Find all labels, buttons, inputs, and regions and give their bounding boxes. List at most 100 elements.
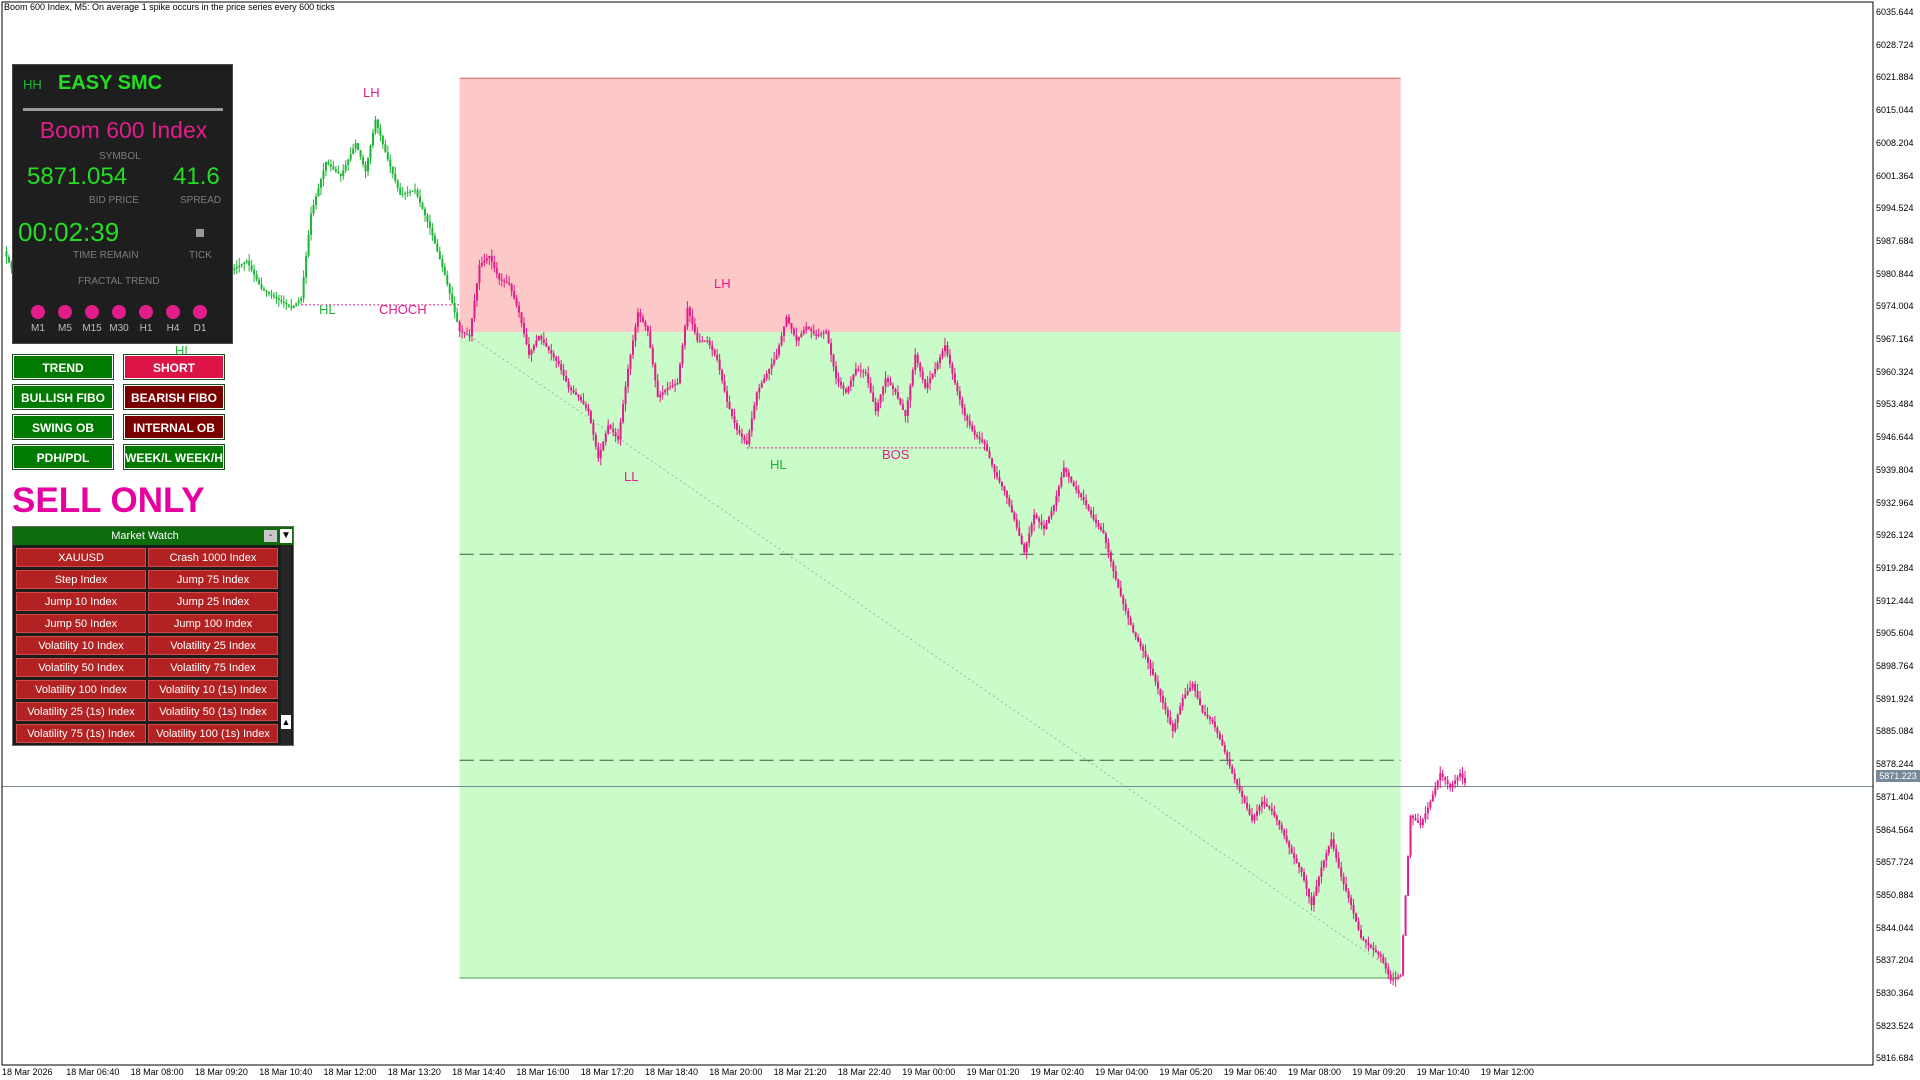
trend-trading-button[interactable]: TREND TRADING <box>12 354 114 399</box>
scroll-up-icon[interactable]: ▲ <box>281 715 291 729</box>
candle-body <box>904 410 907 416</box>
symbol-name: Boom 600 Index <box>39 117 208 143</box>
candle-body <box>1260 801 1263 807</box>
candle-body <box>1208 716 1211 720</box>
market-watch-symbol-button[interactable]: Step Index <box>16 570 146 589</box>
candle-body <box>654 364 657 381</box>
market-watch-symbol-button[interactable]: Jump 10 Index <box>16 592 146 611</box>
time-caption: TIME REMAIN <box>73 250 139 261</box>
market-watch-symbol-button[interactable]: Volatility 50 (1s) Index <box>148 702 278 721</box>
candle-body <box>1258 806 1261 812</box>
candle-body <box>842 385 845 389</box>
market-watch-symbol-button[interactable]: Volatility 75 (1s) Index <box>16 724 146 743</box>
candle-body <box>404 193 407 195</box>
candle-body <box>466 333 469 335</box>
market-watch-scrollbar[interactable] <box>281 545 291 745</box>
timeframe-label: M1 <box>31 323 45 334</box>
candle-body <box>795 334 798 341</box>
candle-body <box>1315 886 1318 896</box>
bearish-fibo-button[interactable]: BEARISH FIBO <box>123 384 225 410</box>
candle-body <box>1404 895 1407 936</box>
candle-body <box>921 371 924 380</box>
candle-body <box>310 213 313 235</box>
candle-body <box>1102 529 1105 534</box>
candle-body <box>926 382 929 388</box>
week-high-low-button[interactable]: WEEK/L WEEK/H <box>123 444 225 470</box>
market-watch-symbol-button[interactable]: Jump 25 Index <box>148 592 278 611</box>
candle-body <box>253 270 256 275</box>
candle-body <box>1154 674 1157 682</box>
candle-body <box>1449 783 1452 788</box>
candle-body <box>1166 709 1169 717</box>
candle-body <box>1305 880 1308 889</box>
candle-body <box>983 441 986 445</box>
short-trading-button[interactable]: SHORT TRADING <box>123 354 225 399</box>
market-watch-symbol-button[interactable]: Jump 100 Index <box>148 614 278 633</box>
candle-body <box>827 331 830 344</box>
market-watch-symbol-button[interactable]: Volatility 10 Index <box>16 636 146 655</box>
candle-body <box>1419 822 1422 826</box>
candle-body <box>676 382 679 385</box>
candle-body <box>1075 486 1078 490</box>
candle-body <box>614 432 617 436</box>
candle-body <box>406 192 409 194</box>
price-tick-label: 5878.244 <box>1876 759 1914 770</box>
candle-body <box>1246 802 1249 809</box>
candle-body <box>354 143 357 149</box>
candle-body <box>532 345 535 351</box>
candle-body <box>993 465 996 473</box>
candle-body <box>639 312 642 318</box>
market-watch-symbol-button[interactable]: Volatility 100 (1s) Index <box>148 724 278 743</box>
candle-body <box>807 326 810 329</box>
internal-ob-button[interactable]: INTERNAL OB <box>123 414 225 440</box>
timeframe-label: H1 <box>139 323 153 334</box>
candle-body <box>1194 684 1197 692</box>
candle-body <box>1226 752 1229 760</box>
candle-body <box>1062 467 1065 478</box>
time-tick-label: 19 Mar 02:40 <box>1030 1067 1084 1077</box>
price-tick-label: 5946.644 <box>1876 432 1914 443</box>
market-watch-symbol-button[interactable]: Volatility 75 Index <box>148 658 278 677</box>
candle-body <box>267 292 270 294</box>
candle-body <box>592 422 595 435</box>
candle-body <box>339 173 342 177</box>
candle-body <box>1459 773 1462 777</box>
candle-body <box>1411 815 1414 819</box>
price-tick-label: 5871.404 <box>1876 791 1914 802</box>
candle-body <box>1327 846 1330 854</box>
market-watch-symbol-button[interactable]: Volatility 10 (1s) Index <box>148 680 278 699</box>
swing-ob-button[interactable]: SWING OB <box>12 414 114 440</box>
candle-body <box>1203 712 1206 715</box>
candle-body <box>260 284 263 289</box>
minimize-button[interactable]: - <box>264 530 277 542</box>
candle-body <box>421 202 424 209</box>
candle-body <box>1161 695 1164 703</box>
dropdown-arrow-icon[interactable]: ▼ <box>280 529 292 543</box>
bullish-fibo-button[interactable]: BULLISH FIBO <box>12 384 114 410</box>
candle-body <box>770 364 773 369</box>
candle-body <box>1065 467 1068 473</box>
pdh-pdl-button[interactable]: PDH/PDL <box>12 444 114 470</box>
candle-body <box>1335 848 1338 859</box>
market-watch-symbol-button[interactable]: Volatility 50 Index <box>16 658 146 677</box>
market-watch-symbol-button[interactable]: Jump 50 Index <box>16 614 146 633</box>
candle-body <box>852 374 855 381</box>
candle-body <box>379 127 382 137</box>
candle-body <box>914 354 917 371</box>
candle-body <box>1127 611 1130 619</box>
market-watch-symbol-button[interactable]: Volatility 25 (1s) Index <box>16 702 146 721</box>
candle-body <box>500 279 503 281</box>
market-watch-symbol-button[interactable]: Crash 1000 Index <box>148 548 278 567</box>
market-watch-symbol-button[interactable]: XAUUSD <box>16 548 146 567</box>
candle-body <box>1444 776 1447 781</box>
candle-body <box>1060 477 1063 487</box>
candle-body <box>1112 561 1115 572</box>
candle-body <box>508 283 511 285</box>
market-watch-symbol-button[interactable]: Volatility 25 Index <box>148 636 278 655</box>
market-watch-symbol-button[interactable]: Jump 75 Index <box>148 570 278 589</box>
candle-body <box>1142 646 1145 652</box>
market-watch-symbol-button[interactable]: Volatility 100 Index <box>16 680 146 699</box>
candle-body <box>1367 942 1370 946</box>
candle-body <box>1270 808 1273 812</box>
